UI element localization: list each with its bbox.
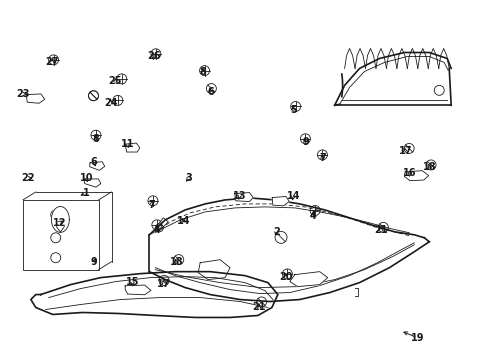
Text: 21: 21 (373, 225, 387, 235)
Text: 25: 25 (108, 76, 122, 86)
Text: 24: 24 (103, 98, 117, 108)
Text: 2: 2 (272, 227, 279, 237)
Text: 6: 6 (206, 87, 213, 97)
Polygon shape (234, 193, 253, 202)
Polygon shape (89, 162, 104, 170)
Text: 9: 9 (90, 257, 97, 267)
Polygon shape (404, 171, 428, 181)
Text: 27: 27 (45, 57, 59, 67)
Text: 19: 19 (410, 333, 423, 343)
Text: 21: 21 (252, 302, 265, 312)
Text: 5: 5 (289, 105, 296, 115)
Text: 8: 8 (199, 67, 206, 77)
Text: 18: 18 (169, 257, 183, 267)
Text: 4: 4 (309, 211, 315, 221)
Text: 6: 6 (90, 157, 97, 167)
Polygon shape (198, 260, 229, 280)
Text: 7: 7 (318, 153, 325, 163)
Polygon shape (125, 285, 151, 295)
Text: 15: 15 (125, 277, 139, 287)
Text: 17: 17 (398, 146, 411, 156)
Text: 14: 14 (286, 191, 299, 201)
Text: 1: 1 (82, 188, 89, 198)
Text: 9: 9 (302, 138, 308, 147)
Polygon shape (51, 207, 69, 233)
Text: 7: 7 (148, 200, 155, 210)
Polygon shape (26, 94, 45, 103)
Text: 22: 22 (21, 173, 35, 183)
Polygon shape (272, 197, 289, 206)
Text: 26: 26 (147, 51, 161, 61)
Text: 16: 16 (403, 168, 416, 178)
Text: 12: 12 (53, 218, 66, 228)
Text: 23: 23 (16, 89, 30, 99)
Text: 8: 8 (92, 134, 99, 144)
Text: 14: 14 (177, 216, 190, 226)
Polygon shape (125, 143, 140, 152)
Text: 13: 13 (232, 191, 246, 201)
Polygon shape (289, 272, 327, 287)
Text: 11: 11 (121, 139, 134, 149)
Text: 10: 10 (79, 173, 93, 183)
Text: 20: 20 (279, 272, 292, 282)
Text: 3: 3 (185, 173, 191, 183)
Text: 18: 18 (422, 162, 435, 172)
Text: 4: 4 (153, 225, 160, 235)
Polygon shape (83, 179, 101, 187)
Text: 17: 17 (157, 279, 170, 289)
